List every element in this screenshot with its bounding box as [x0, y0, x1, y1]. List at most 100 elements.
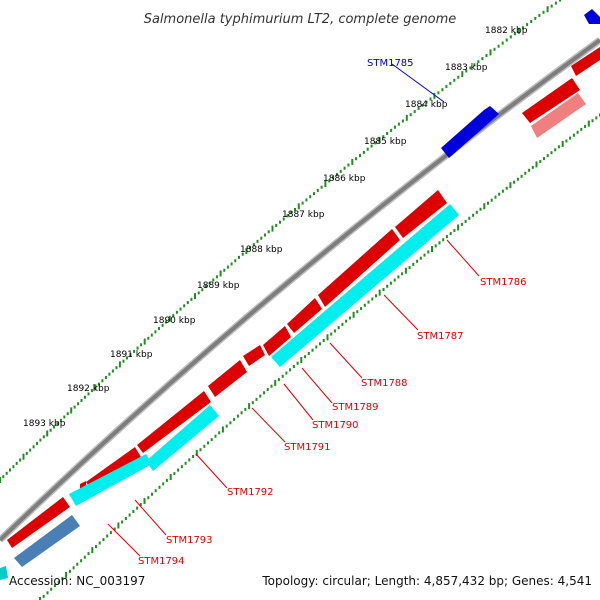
scale-dot-inner [61, 577, 64, 580]
gene-label-stm1789[interactable]: STM1789 [332, 402, 379, 413]
scale-dot-outer [252, 243, 255, 247]
scale-dot-inner [300, 357, 303, 363]
gene-label-stm1794[interactable]: STM1794 [138, 556, 185, 567]
scale-dot-inner [337, 326, 340, 330]
scale-dot-outer [513, 32, 516, 36]
scale-dot-inner [188, 458, 191, 462]
gene-band[interactable] [146, 405, 219, 471]
gene-label-stm1785[interactable]: STM1785 [367, 58, 414, 69]
scale-dot-inner [397, 275, 400, 279]
scale-dot-inner [289, 368, 292, 372]
scale-dot-outer [12, 465, 15, 469]
gene-label-stm1792[interactable]: STM1792 [227, 487, 274, 498]
scale-dot-inner [143, 498, 146, 505]
scale-dot-outer [97, 382, 100, 386]
scale-label: 1882 kbp [485, 26, 528, 36]
scale-dot-outer [2, 475, 5, 479]
forward-cds-partial[interactable] [584, 9, 600, 24]
cds-feature-light[interactable] [531, 93, 586, 138]
forward-features [441, 9, 600, 158]
scale-dot-outer [538, 13, 541, 17]
gene-band-partial[interactable] [0, 566, 8, 580]
scale-dot-inner [68, 569, 71, 573]
reverse-cds-features [7, 47, 600, 548]
scale-dot-outer [409, 113, 412, 117]
scale-dot-inner [487, 201, 489, 205]
scale-dot-inner [270, 384, 273, 388]
scale-dot-outer [15, 461, 18, 465]
scale-dot-outer [469, 66, 472, 70]
cds-stm1791[interactable] [208, 360, 247, 397]
scale-dot-outer [267, 230, 270, 234]
scale-dot-outer [161, 323, 164, 327]
scale-dot-outer [80, 399, 83, 402]
scale-label: 1890 kbp [153, 316, 196, 326]
cds-feature[interactable] [522, 78, 580, 123]
scale-dot-inner [277, 378, 280, 382]
cds-stm1787[interactable] [318, 229, 400, 307]
gene-band[interactable] [271, 204, 459, 367]
genome-backbone [0, 37, 600, 543]
gene-label-stm1787[interactable]: STM1787 [417, 331, 464, 342]
cds-stm1790[interactable] [243, 345, 265, 366]
scale-dot-outer [129, 353, 132, 357]
scale-dot-outer [245, 248, 248, 254]
scale-dot-outer [485, 54, 488, 57]
scale-dot-inner [42, 594, 45, 598]
scale-dot-inner [513, 180, 516, 184]
scale-dot-inner [494, 195, 497, 199]
scale-dot-inner [543, 157, 545, 161]
scale-dot-outer [461, 71, 464, 78]
gene-band-dark[interactable] [14, 515, 80, 567]
gene-label-stm1788[interactable]: STM1788 [361, 378, 408, 389]
gene-label-stm1791[interactable]: STM1791 [284, 442, 331, 453]
scale-dot-outer [457, 75, 460, 79]
scale-dot-inner [315, 345, 318, 349]
leader-lines [107, 63, 480, 557]
scale-dot-inner [408, 266, 411, 270]
scale-dot-inner [531, 165, 534, 169]
scale-dot-outer [320, 185, 323, 189]
gene-label-stm1786[interactable]: STM1786 [480, 277, 527, 288]
gene-band[interactable] [69, 454, 152, 506]
cds-stm1789[interactable] [263, 326, 291, 356]
scale-dot-inner [292, 365, 295, 368]
scale-dot-outer [332, 176, 335, 180]
scale-dot-outer [104, 376, 107, 379]
cds-stm1794[interactable] [7, 497, 70, 548]
scale-dot-inner [472, 213, 475, 217]
cds-feature[interactable] [571, 47, 600, 76]
scale-dot-outer [219, 270, 222, 277]
scale-dot-outer [324, 181, 327, 187]
scale-dot-outer [305, 198, 308, 202]
scale-dot-inner [427, 250, 430, 254]
cds-stm1792[interactable] [137, 391, 211, 453]
scale-dot-outer [437, 91, 440, 95]
scale-dots-inner [39, 113, 600, 600]
scale-dot-outer [417, 106, 420, 110]
gene-label-stm1793[interactable]: STM1793 [166, 535, 213, 546]
scale-dot-inner [330, 332, 333, 336]
scale-dot-inner [561, 140, 564, 147]
scale-dot-inner [251, 401, 254, 405]
scale-labels: 1882 kbp 1883 kbp 1884 kbp 1885 kbp 1886… [23, 26, 528, 429]
scale-dot-outer [449, 81, 452, 85]
scale-dot-inner [352, 311, 355, 318]
scale-dot-inner [389, 281, 392, 285]
scale-dot-inner [147, 496, 150, 500]
gene-label-stm1790[interactable]: STM1790 [312, 420, 359, 431]
scale-dot-outer [405, 114, 408, 121]
scale-dot-outer [186, 301, 189, 305]
scale-dot-outer [413, 110, 416, 114]
cds-stm1788[interactable] [287, 298, 322, 333]
scale-dot-inner [139, 503, 142, 507]
scale-dot-outer [264, 233, 266, 237]
scale-dot-inner [72, 566, 75, 570]
forward-cds-stm1785[interactable] [441, 106, 499, 158]
scale-dot-outer [501, 41, 504, 45]
cds-stm1786[interactable] [395, 190, 447, 238]
gene-bands [0, 204, 459, 580]
scale-dot-outer [215, 275, 218, 279]
scale-dot-outer [433, 92, 436, 99]
